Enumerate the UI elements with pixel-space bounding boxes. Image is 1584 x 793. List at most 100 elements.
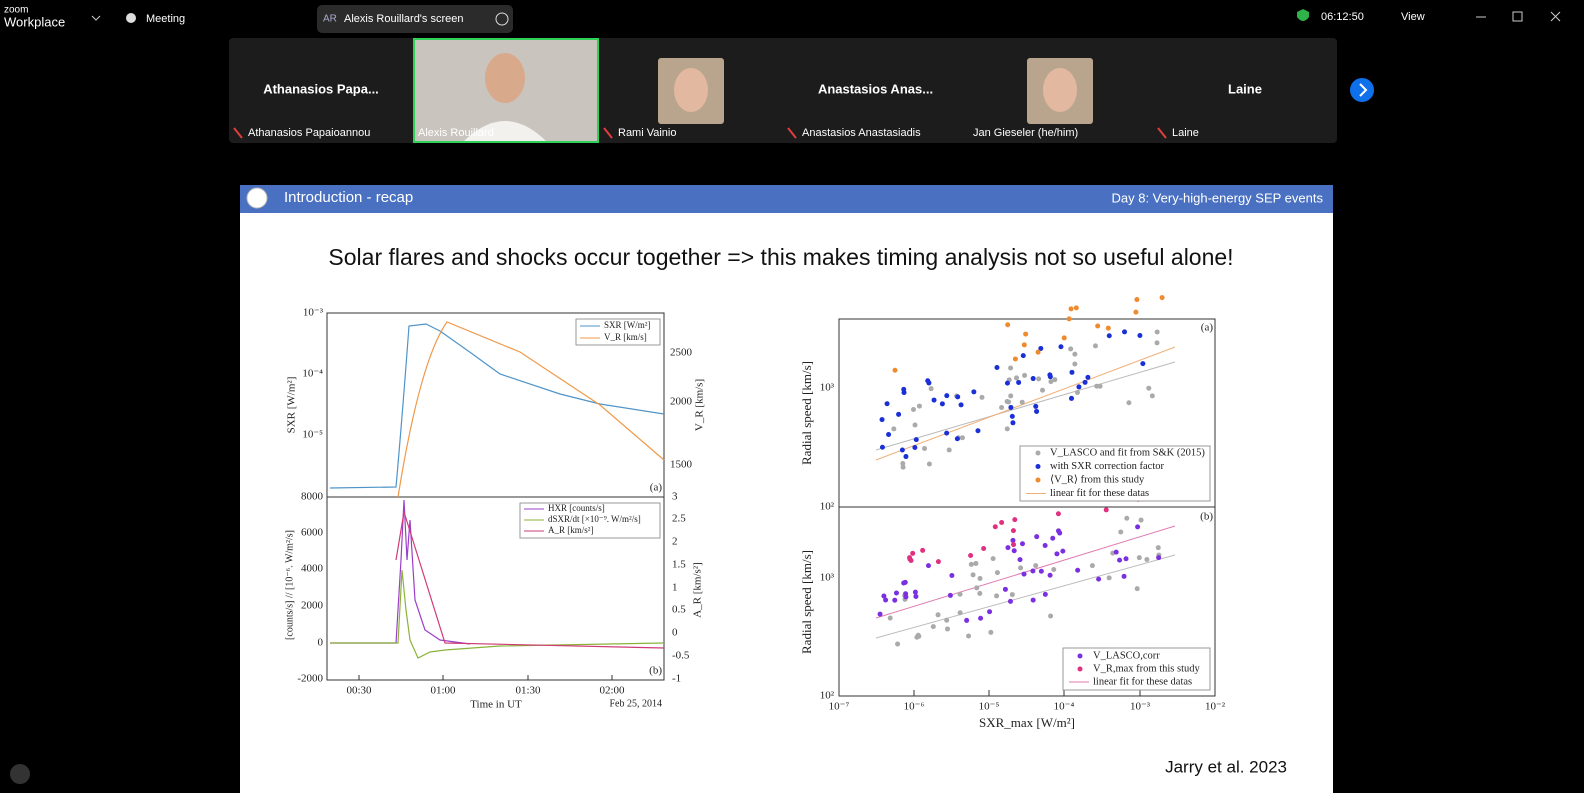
menu-chevron[interactable] [91,15,101,21]
share-pill[interactable] [317,5,513,33]
x-tick-label: 02:00 [599,685,625,697]
scatter-dot [910,550,916,556]
scatter-dot [955,394,961,400]
scatter-dot [944,430,950,436]
legend-entry: ⟨V_R⟩ from this study [1050,473,1145,485]
scatter-dot [1011,542,1017,548]
share-more[interactable] [495,12,509,26]
scatter-dot [979,394,985,400]
scatter-dot [968,552,974,558]
scatter-dot [1113,549,1119,555]
annotate-button[interactable] [10,764,30,784]
scatter-dot [1048,379,1054,385]
scatter-dot [1011,548,1017,554]
y-tick-label: 10³ [820,572,835,584]
panel-label: (b) [1200,511,1213,523]
scatter-dot [1019,399,1025,405]
y2-axis-label: A_R [km/s²] [692,562,704,618]
citation: Jarry et al. 2023 [1165,757,1287,776]
scatter-dot [944,393,950,399]
slide-title: Solar flares and shocks occur together =… [328,244,1233,270]
scatter-dot [913,437,919,443]
fit-line [875,361,1176,451]
scatter-dot [944,617,950,623]
scatter-dot [1082,379,1088,385]
y-tick-label: 10³ [820,382,835,394]
scatter-dot [1034,408,1040,414]
scatter-dot [1089,563,1095,569]
scatter-dot [1030,376,1036,382]
scatter-dot [1018,565,1024,571]
x-tick-label: 10⁻⁴ [1054,701,1075,713]
scatter-dot [884,401,890,407]
y-tick-label: 10⁻³ [303,307,324,319]
scatter-dot [1009,592,1015,598]
scatter-dot [1134,297,1140,303]
scatter-dot [1058,344,1064,350]
share-initials: AR [323,14,337,25]
scatter-dot [1124,515,1130,521]
muted-icon [603,127,613,139]
scatter-dot [1021,342,1027,348]
participant-name: Alexis Rouillard [418,127,494,139]
scatter-dot [887,615,893,621]
legend-entry: SXR [W/m²] [604,320,650,330]
y2-tick-label: 2000 [670,396,693,408]
scatter-dot [1117,557,1123,563]
x-tick-label: 01:00 [430,685,456,697]
scatter-dot [1138,517,1144,523]
active-speaker [413,38,599,143]
scatter-dot [1061,335,1067,341]
scatter-dot [1068,346,1074,352]
scatter-dot [1012,356,1018,362]
scatter-dot [1055,528,1061,534]
scatter-dot [971,389,977,395]
scatter-dot [964,617,970,623]
curve [330,499,471,645]
avatar-face [1043,68,1077,112]
meeting-label[interactable]: Meeting [146,13,185,25]
close[interactable] [1550,11,1561,22]
scatter-dot [1149,393,1155,399]
y-tick-label: 0 [318,637,324,649]
scatter-dot [1050,535,1056,541]
y2-tick-label: 1 [672,582,678,594]
next-page[interactable] [1350,78,1374,102]
scatter-dot [994,365,1000,371]
scatter-dot [935,559,941,565]
x-tick-label: 10⁻⁵ [979,701,1000,713]
view-button[interactable]: View [1401,11,1425,23]
scatter-dot [1085,374,1091,380]
scatter-dot [1004,380,1010,386]
scatter-dot [913,594,919,600]
scatter-dot [1042,591,1048,597]
restore[interactable] [1512,11,1523,22]
scatter-dot [1055,511,1061,517]
fit-line [875,554,1176,639]
scatter-dot [974,585,980,591]
fit-line [875,525,1176,619]
muted-icon [1157,127,1167,139]
scatter-dot [1073,305,1079,311]
scatter-dot [912,589,918,595]
security-shield[interactable] [1297,9,1309,21]
scatter-dot [1156,555,1162,561]
scatter-dot [1072,361,1078,367]
scatter-dot [892,367,898,373]
slide-header-right: Day 8: Very-high-energy SEP events [1112,190,1324,205]
scatter-dot [981,546,987,552]
scatter-dot [1002,586,1008,592]
legend-dot [1035,464,1041,469]
scatter-dot [930,624,936,630]
scatter-dot [1137,333,1143,339]
panel-label: (a) [1201,322,1214,334]
fit-line [875,346,1176,461]
scatter-dot [977,590,983,596]
scatter-dot [988,629,994,635]
meeting-icon[interactable] [126,13,136,23]
scatter-dot [1016,379,1022,385]
scatter-dot [977,576,983,582]
scatter-dot [903,454,909,460]
scatter-dot [1009,413,1015,419]
scatter-dot [968,561,974,567]
